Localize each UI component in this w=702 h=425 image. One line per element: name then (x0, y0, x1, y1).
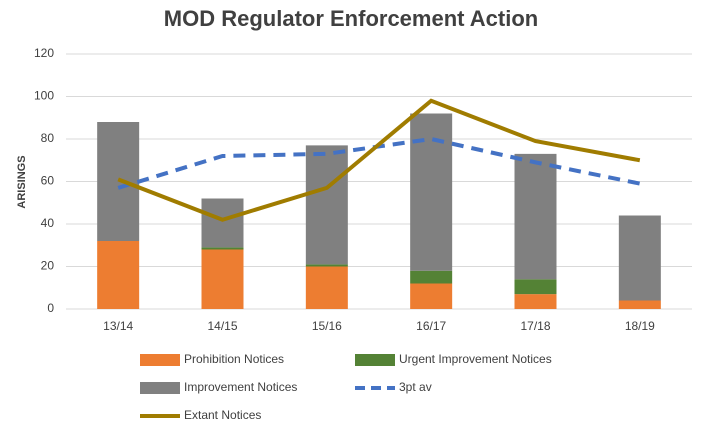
chart-title: MOD Regulator Enforcement Action (164, 6, 538, 31)
legend-label: Prohibition Notices (184, 352, 284, 366)
y-tick-label: 80 (41, 131, 55, 145)
x-tick-label: 13/14 (103, 319, 133, 333)
y-tick-label: 40 (41, 216, 55, 230)
legend-swatch (140, 354, 180, 366)
y-tick-label: 20 (41, 259, 55, 273)
legend-swatch (355, 354, 395, 366)
y-tick-label: 60 (41, 174, 55, 188)
bar-segment (305, 145, 348, 265)
y-tick-label: 0 (47, 301, 54, 315)
legend-label: Extant Notices (184, 408, 261, 422)
bar-segment (514, 279, 557, 295)
bar-segment (97, 241, 140, 309)
bar-segment (410, 113, 453, 271)
x-tick-label: 16/17 (416, 319, 446, 333)
legend-label: Improvement Notices (184, 380, 297, 394)
y-tick-label: 120 (34, 46, 54, 60)
bar-segment (514, 153, 557, 280)
x-tick-label: 14/15 (207, 319, 237, 333)
x-tick-label: 18/19 (625, 319, 655, 333)
bar-segment (305, 264, 348, 267)
line-series (117, 98, 641, 222)
bar-segment (618, 300, 661, 309)
x-tick-label: 15/16 (312, 319, 342, 333)
bar-segment (201, 247, 244, 250)
bar-segment (410, 270, 453, 284)
legend-swatch (140, 382, 180, 394)
legend-label: Urgent Improvement Notices (399, 352, 552, 366)
bar-segment (410, 283, 453, 309)
bar-segment (201, 249, 244, 309)
bar-segment (514, 294, 557, 309)
bar-segment (618, 215, 661, 301)
legend-label: 3pt av (399, 380, 432, 394)
y-axis-label: ARISINGS (16, 155, 28, 208)
bar-segment (201, 198, 244, 248)
bar-segment (305, 266, 348, 309)
y-tick-label: 100 (34, 89, 54, 103)
x-tick-label: 17/18 (520, 319, 550, 333)
